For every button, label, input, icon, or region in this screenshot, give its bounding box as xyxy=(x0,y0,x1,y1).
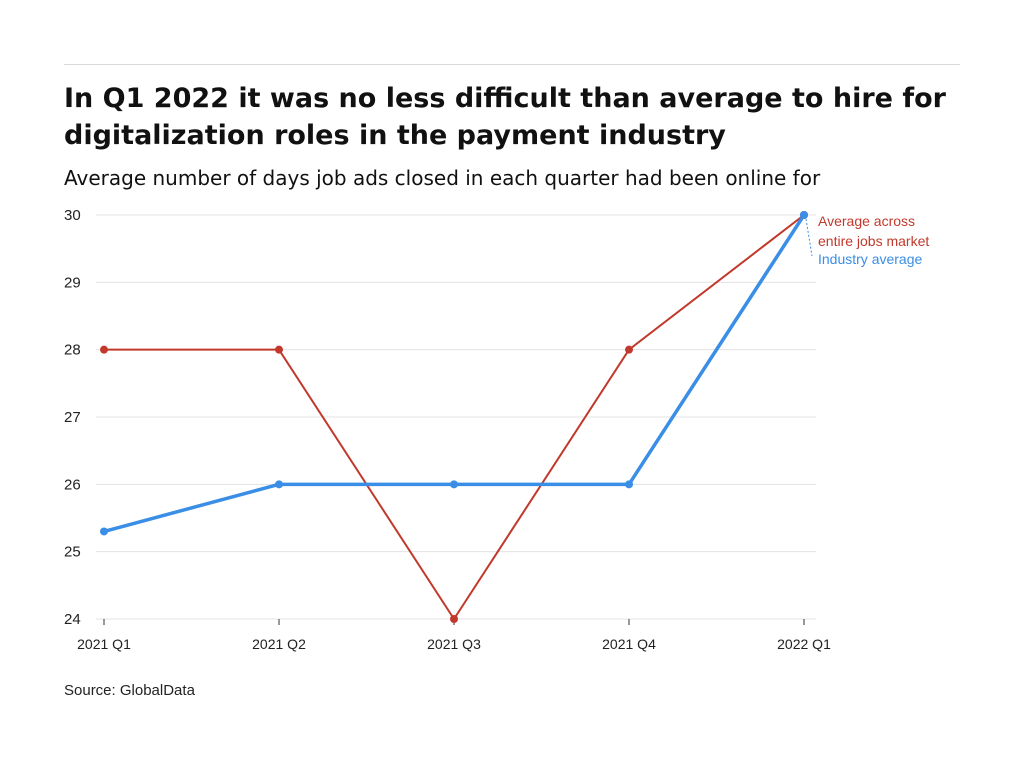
data-point-industry xyxy=(100,527,108,536)
series-label-jobs-market: entire jobs market xyxy=(818,233,929,249)
y-axis: 24 25 26 27 28 29 30 xyxy=(64,207,81,628)
x-tick-label: 2021 Q4 xyxy=(602,636,656,652)
x-tick-label: 2021 Q2 xyxy=(252,636,306,652)
y-tick-label: 26 xyxy=(64,476,81,493)
y-tick-label: 30 xyxy=(64,207,81,224)
data-point-jobs-market xyxy=(450,615,458,623)
y-tick-label: 28 xyxy=(64,342,81,359)
y-tick-label: 24 xyxy=(64,611,81,628)
y-tick-label: 25 xyxy=(64,544,81,561)
data-point-jobs-market xyxy=(275,345,283,354)
data-point-jobs-market xyxy=(100,345,108,354)
top-rule xyxy=(64,64,960,65)
source-note: Source: GlobalData xyxy=(64,682,195,699)
chart-title: In Q1 2022 it was no less difficult than… xyxy=(64,83,946,151)
series-label-jobs-market: Average across xyxy=(818,213,915,229)
data-point-industry xyxy=(450,480,458,489)
x-tick-label: 2021 Q1 xyxy=(77,636,131,652)
y-tick-label: 27 xyxy=(64,409,81,426)
series-labels: Average across entire jobs market Industry… xyxy=(805,213,929,267)
gridlines xyxy=(96,214,816,620)
series-group xyxy=(100,211,808,623)
x-tick-label: 2022 Q1 xyxy=(777,636,831,652)
chart-subtitle: Average number of days job ads closed in… xyxy=(64,166,821,190)
data-point-industry xyxy=(275,480,283,489)
label-leader-line xyxy=(805,218,813,257)
data-point-industry xyxy=(625,480,633,489)
x-tick-label: 2021 Q3 xyxy=(427,636,481,652)
y-tick-label: 29 xyxy=(64,274,81,291)
data-point-jobs-market xyxy=(625,345,633,354)
series-label-industry: Industry average xyxy=(818,251,922,267)
data-point-industry xyxy=(800,211,808,219)
x-axis: 2021 Q1 2021 Q2 2021 Q3 2021 Q4 2022 Q1 xyxy=(77,619,831,652)
